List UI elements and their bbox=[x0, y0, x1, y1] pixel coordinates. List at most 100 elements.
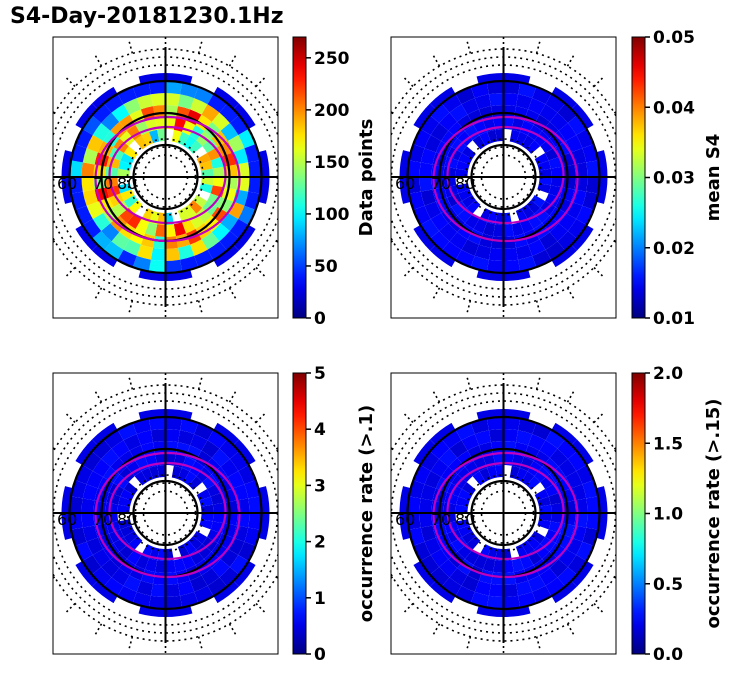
heat-cell bbox=[549, 223, 568, 242]
heat-cell bbox=[190, 98, 208, 115]
heat-cell bbox=[61, 177, 73, 204]
lon-tick bbox=[65, 413, 76, 424]
heat-cell bbox=[420, 148, 436, 165]
heat-cell bbox=[519, 218, 534, 234]
heat-cell bbox=[201, 232, 220, 250]
heat-cell bbox=[567, 555, 587, 575]
heat-cell bbox=[516, 94, 533, 110]
heat-cell bbox=[195, 450, 212, 468]
heat-cell bbox=[188, 536, 203, 550]
heat-cell bbox=[212, 166, 226, 177]
lat-label: 70 bbox=[431, 174, 451, 193]
heat-cell bbox=[123, 482, 138, 495]
heat-cell bbox=[519, 554, 534, 570]
heat-cell bbox=[173, 222, 187, 237]
heat-cell bbox=[534, 543, 550, 559]
heat-cell bbox=[456, 160, 470, 171]
heat-cell bbox=[503, 572, 517, 585]
heat-cell bbox=[194, 86, 214, 105]
heat-cell bbox=[488, 93, 504, 107]
panel-top-left: 60 70 80 0 50 100 150 200 250 Data points bbox=[52, 36, 377, 329]
heat-cell bbox=[148, 259, 166, 274]
colorbar-tick-label: 50 bbox=[314, 257, 338, 277]
heat-cell bbox=[526, 536, 541, 550]
lon-tick bbox=[65, 266, 76, 277]
heat-cell bbox=[211, 130, 228, 147]
lat-label: 80 bbox=[455, 174, 475, 193]
lon-tick bbox=[432, 623, 441, 635]
heat-cell bbox=[138, 409, 166, 421]
heat-cell bbox=[576, 465, 594, 485]
heat-cell bbox=[419, 498, 433, 513]
heat-cell bbox=[519, 120, 534, 136]
heat-cell bbox=[420, 219, 440, 239]
heat-cell bbox=[233, 439, 256, 465]
heat-cell bbox=[526, 140, 541, 154]
heat-cell bbox=[118, 183, 132, 194]
heat-cell bbox=[238, 465, 256, 485]
heat-cell bbox=[238, 205, 256, 225]
colorbar-tick-label: 1 bbox=[314, 589, 326, 609]
heat-cell bbox=[551, 244, 578, 268]
lon-tick bbox=[535, 636, 541, 649]
heat-cell bbox=[473, 554, 488, 570]
heat-cell bbox=[540, 138, 556, 153]
heat-cell bbox=[81, 513, 95, 528]
heat-cell bbox=[181, 120, 196, 136]
heat-cell bbox=[111, 440, 130, 458]
oval-outer bbox=[432, 115, 579, 243]
colorbar-tick-label: 0.5 bbox=[653, 575, 683, 595]
lon-tick bbox=[94, 287, 103, 299]
colorbar-tick-label: 2 bbox=[314, 533, 326, 553]
heat-cell bbox=[91, 566, 112, 587]
panel-bottom-left: 60 70 80 0 1 2 3 4 5 occurrence rate (>.1) bbox=[52, 364, 377, 665]
heat-cell bbox=[75, 541, 93, 561]
heat-cell bbox=[135, 456, 150, 472]
heat-cell bbox=[447, 193, 462, 207]
heat-cell bbox=[199, 183, 213, 194]
heat-cell bbox=[482, 558, 496, 573]
heat-cell bbox=[248, 496, 262, 513]
heat-cell bbox=[419, 162, 433, 177]
heat-cell bbox=[486, 595, 504, 609]
heat-cell bbox=[430, 123, 449, 141]
heat-cell bbox=[165, 409, 193, 421]
colorbar bbox=[631, 372, 646, 655]
heat-cell bbox=[528, 98, 546, 115]
heat-cell bbox=[548, 492, 563, 505]
heat-cell bbox=[200, 513, 214, 522]
heat-cell bbox=[111, 104, 130, 122]
heat-cell bbox=[455, 422, 475, 441]
heat-cell bbox=[420, 451, 440, 471]
lat-label: 60 bbox=[395, 174, 415, 193]
lon-tick bbox=[593, 266, 604, 277]
heat-cell bbox=[557, 566, 578, 587]
lon-tick bbox=[593, 413, 604, 424]
heat-cell bbox=[75, 225, 98, 251]
heat-cell bbox=[464, 125, 480, 141]
heat-cell bbox=[430, 213, 449, 231]
heat-cell bbox=[528, 239, 546, 256]
heat-cell bbox=[449, 232, 468, 250]
heat-cell bbox=[424, 201, 442, 219]
heat-cell bbox=[473, 218, 488, 234]
heat-cell bbox=[413, 561, 436, 587]
lon-tick bbox=[535, 41, 541, 54]
lon-tick bbox=[535, 300, 541, 313]
heat-cell bbox=[420, 484, 436, 501]
heat-cell bbox=[211, 448, 230, 467]
lon-tick bbox=[403, 413, 414, 424]
heat-cell bbox=[183, 135, 197, 150]
heat-cell bbox=[165, 224, 176, 237]
heat-cell bbox=[136, 430, 153, 446]
heat-cell bbox=[539, 440, 558, 458]
heat-cell bbox=[86, 135, 104, 153]
heat-cell bbox=[224, 177, 238, 190]
lon-tick bbox=[466, 636, 472, 649]
heat-cell bbox=[451, 201, 467, 216]
heat-cell bbox=[118, 519, 132, 530]
lat-label: 60 bbox=[395, 510, 415, 529]
lat-label: 60 bbox=[57, 174, 77, 193]
heat-cell bbox=[181, 554, 196, 570]
heat-cell bbox=[248, 160, 262, 177]
